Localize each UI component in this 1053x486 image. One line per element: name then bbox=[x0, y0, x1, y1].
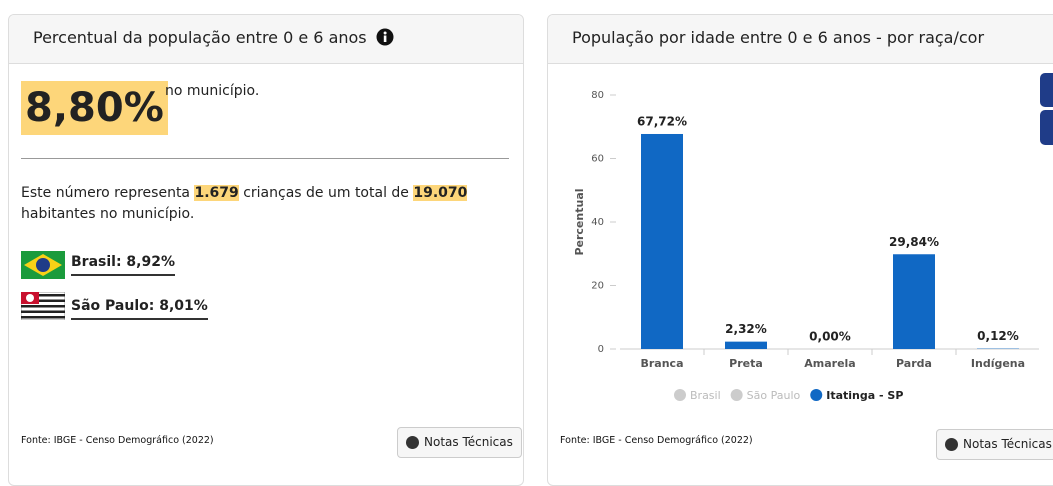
y-axis-label: Percentual bbox=[573, 188, 586, 255]
chart: Percentual 0 20 40 60 80 Branca 67,72% Preta 2,32… bbox=[0, 0, 1039, 469]
bar bbox=[725, 342, 767, 349]
x-tick-label: Branca bbox=[640, 357, 683, 370]
legend-label: Brasil bbox=[690, 389, 721, 402]
bar bbox=[641, 134, 683, 349]
x-tick-label: Indígena bbox=[971, 357, 1025, 370]
accessibility-button[interactable] bbox=[1040, 73, 1053, 107]
legend-label: São Paulo bbox=[747, 389, 801, 402]
value-label: 29,84% bbox=[889, 235, 939, 249]
legend-label: Itatinga - SP bbox=[826, 389, 903, 402]
page: Percentual da população entre 0 e 6 anos… bbox=[0, 0, 1053, 469]
value-label: 2,32% bbox=[725, 322, 767, 336]
x-tick-label: Parda bbox=[896, 357, 932, 370]
value-label: 0,12% bbox=[977, 329, 1019, 343]
accessibility-button[interactable] bbox=[1040, 110, 1053, 145]
y-tick-label: 40 bbox=[591, 217, 604, 228]
y-tick-label: 60 bbox=[591, 154, 604, 165]
legend-marker bbox=[810, 389, 822, 401]
x-tick-label: Preta bbox=[729, 357, 763, 370]
y-tick-label: 0 bbox=[598, 344, 604, 355]
value-label: 0,00% bbox=[809, 330, 851, 344]
x-tick-label: Amarela bbox=[804, 357, 855, 370]
legend-marker bbox=[731, 389, 743, 401]
value-label: 67,72% bbox=[637, 114, 687, 128]
y-tick-label: 80 bbox=[591, 90, 604, 101]
bar bbox=[893, 254, 935, 349]
legend-marker bbox=[674, 389, 686, 401]
y-tick-label: 20 bbox=[591, 281, 604, 292]
